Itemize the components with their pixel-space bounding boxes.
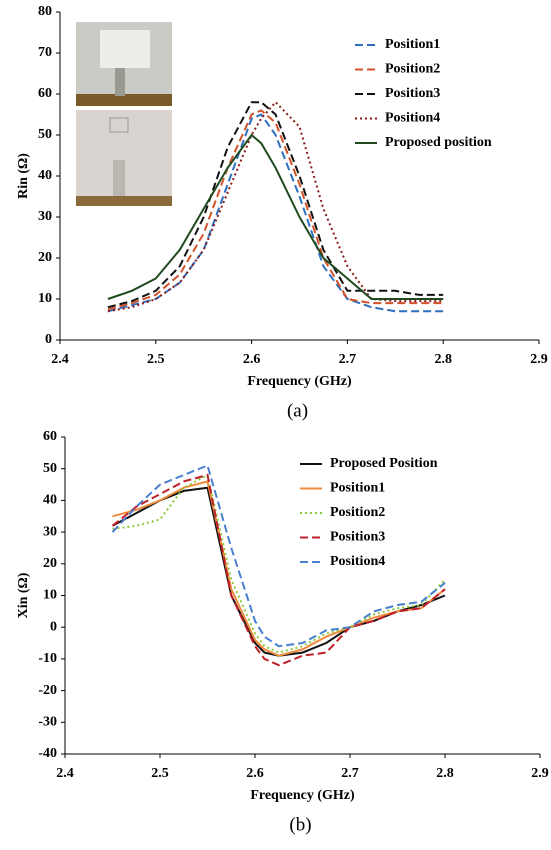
series-line	[112, 486, 446, 657]
y-tick-label: -30	[38, 715, 57, 730]
inset-photo	[76, 22, 172, 206]
legend-label: Position1	[385, 37, 440, 52]
y-tick-label: 20	[38, 250, 52, 265]
series-line	[107, 113, 444, 313]
series-line	[111, 464, 446, 648]
y-tick-label: 10	[43, 588, 57, 603]
x-tick-label: 2.6	[243, 352, 261, 367]
x-tick-label: 2.9	[531, 766, 549, 781]
x-tick-label: 2.7	[341, 766, 359, 781]
y-tick-label: -20	[38, 683, 57, 698]
x-tick-label: 2.8	[436, 766, 454, 781]
legend-label: Proposed position	[385, 135, 492, 150]
x-tick-label: 2.6	[246, 766, 264, 781]
y-tick-label: 70	[38, 45, 52, 60]
y-tick-label: 80	[38, 4, 52, 19]
y-tick-label: 50	[38, 127, 52, 142]
y-tick-label: 30	[43, 524, 57, 539]
x-tick-label: 2.5	[147, 352, 165, 367]
y-tick-label: -10	[38, 651, 57, 666]
legend-label: Position3	[330, 530, 385, 545]
x-axis-title: Frequency (GHz)	[250, 788, 355, 803]
y-tick-label: 50	[43, 461, 57, 476]
y-tick-label: -40	[38, 746, 57, 761]
series-line	[107, 133, 444, 300]
y-tick-label: 0	[50, 619, 57, 634]
y-tick-label: 40	[38, 168, 52, 183]
y-tick-label: 10	[38, 291, 52, 306]
series-line	[111, 473, 446, 667]
series-line	[112, 480, 446, 657]
legend-label: Position2	[330, 505, 385, 520]
legend-label: Position2	[385, 62, 440, 77]
series-line	[107, 109, 444, 311]
legend-label: Position1	[330, 481, 385, 496]
x-tick-label: 2.9	[530, 352, 548, 367]
y-tick-label: 20	[43, 556, 57, 571]
legend-label: Proposed Position	[330, 456, 438, 471]
x-tick-label: 2.8	[434, 352, 452, 367]
y-tick-label: 0	[45, 332, 52, 347]
y-tick-label: 30	[38, 209, 52, 224]
x-axis-title: Frequency (GHz)	[247, 374, 352, 389]
y-axis-title: Xin (Ω)	[16, 572, 31, 618]
legend-label: Position3	[385, 86, 440, 101]
y-tick-label: 40	[43, 493, 57, 508]
x-tick-label: 2.5	[151, 766, 169, 781]
y-axis-title: Rin (Ω)	[16, 153, 31, 199]
y-tick-label: 60	[43, 429, 57, 444]
series-line	[107, 101, 444, 309]
x-tick-label: 2.4	[56, 766, 74, 781]
legend-label: Position4	[330, 554, 385, 569]
caption: (b)	[289, 814, 311, 835]
series-line	[112, 473, 446, 654]
x-tick-label: 2.7	[339, 352, 357, 367]
caption: (a)	[287, 400, 308, 421]
y-tick-label: 60	[38, 86, 52, 101]
legend-label: Position4	[385, 111, 440, 126]
x-tick-label: 2.4	[51, 352, 69, 367]
